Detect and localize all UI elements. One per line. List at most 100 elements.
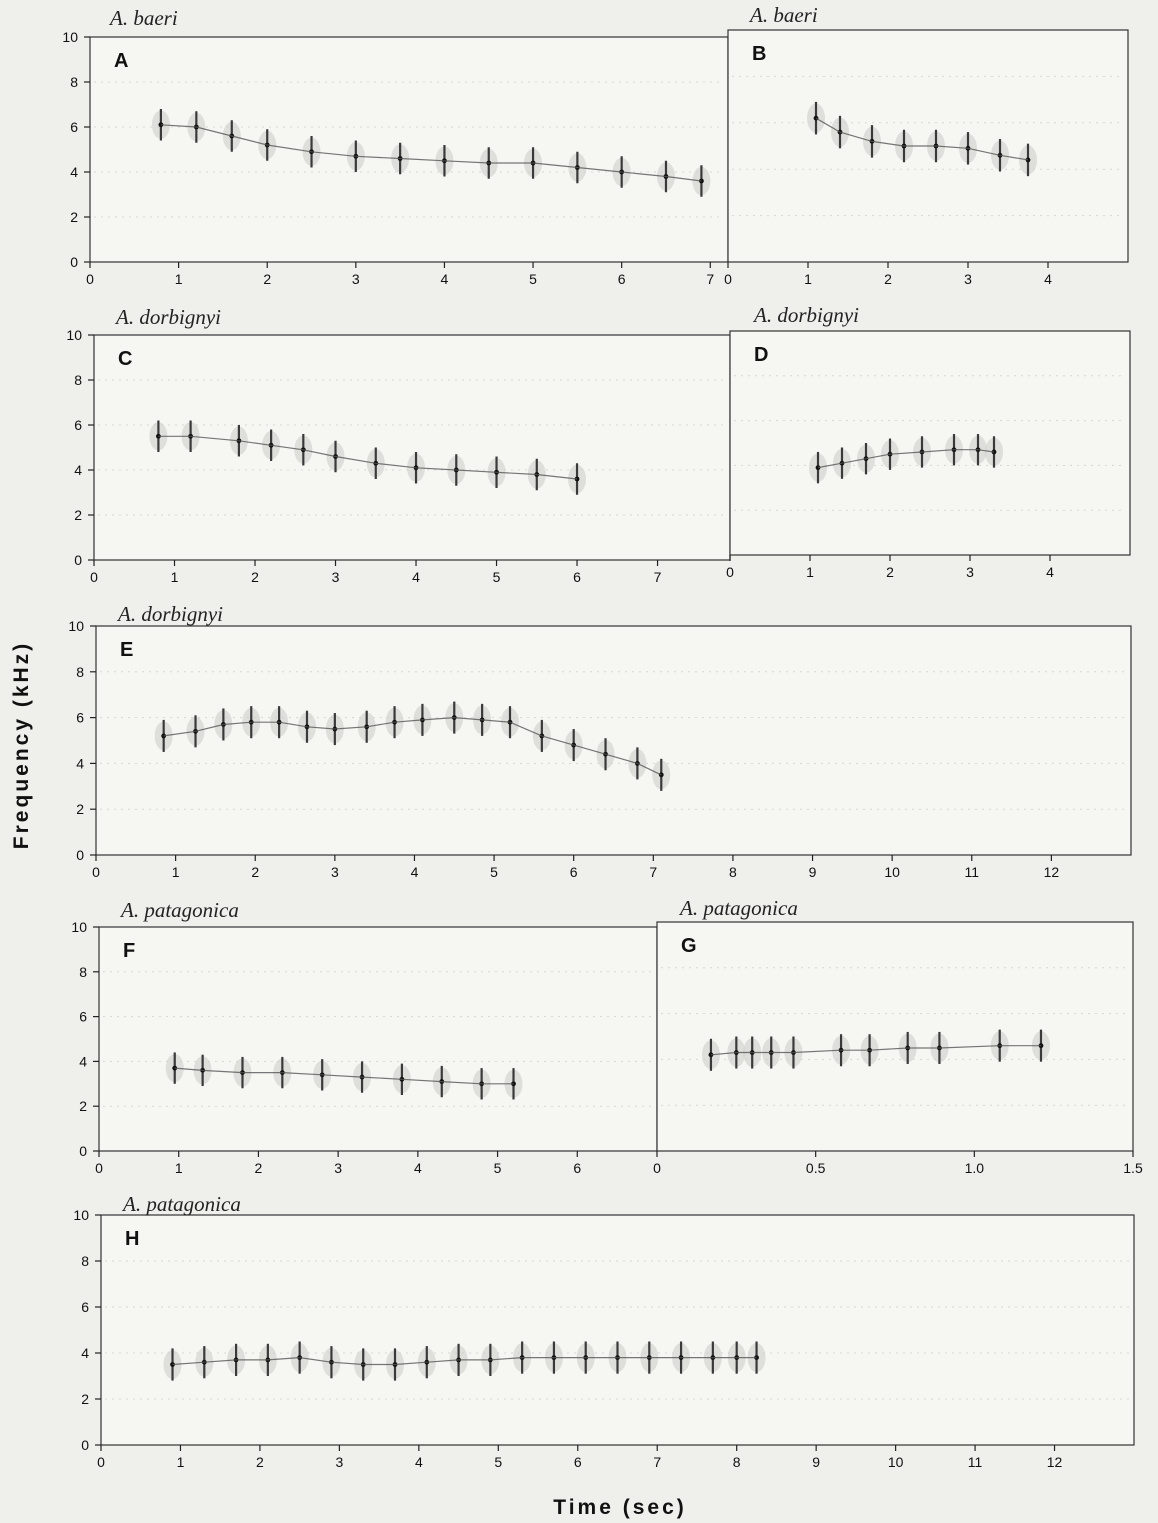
panel-title: A. dorbignyi [116,602,223,626]
x-tick-label: 5 [529,271,537,287]
x-tick-label: 6 [618,271,626,287]
y-tick-label: 10 [71,919,87,935]
x-tick-label: 0 [97,1454,105,1470]
y-tick-label: 2 [81,1391,89,1407]
panel-g: A. patagonica G 0 0.5 1.0 1.5 [653,896,1143,1176]
plot-frame [100,1214,1135,1446]
panel-title: A. patagonica [119,898,239,922]
x-tick-label: 0 [724,271,732,287]
panel-title: A. baeri [108,6,178,30]
x-tick-label: 5 [494,1160,502,1176]
y-tick-label: 8 [70,74,78,90]
panel-letter: E [120,639,133,661]
panel-letter: D [754,344,768,366]
frequency-contour [817,449,995,469]
panel-letter: B [752,43,766,65]
syllable-point [699,178,704,184]
x-tick-label: 8 [729,864,737,880]
x-tick-label: 9 [809,864,817,880]
x-tick-label: 3 [334,1160,342,1176]
y-tick-label: 6 [76,710,84,726]
x-tick-label: 4 [415,1454,423,1470]
x-tick-label: 4 [414,1160,422,1176]
x-tick-label: 3 [335,1454,343,1470]
frequency-contour [815,117,1029,161]
x-tick-label: 3 [331,864,339,880]
x-tick-label: 11 [968,1454,983,1470]
x-tick-label: 9 [812,1454,820,1470]
plot-frame [656,921,1134,1152]
plot-frame [89,36,729,263]
x-tick-label: 4 [411,864,419,880]
y-tick-label: 4 [81,1345,89,1361]
x-tick-label: 1 [171,569,179,585]
x-tick-label: 6 [570,864,578,880]
y-tick-label: 8 [81,1253,89,1269]
y-tick-label: 4 [76,755,84,771]
syllable-point [511,1081,516,1087]
x-tick-label: 5 [493,569,501,585]
x-tick-label: 7 [653,1454,661,1470]
x-tick-label: 3 [352,271,360,287]
panel-letter: G [681,935,697,957]
y-axis-title: Frequency (kHz) [10,641,33,849]
x-tick-label: 4 [1044,271,1052,287]
x-tick-label: 1 [806,564,814,580]
frequency-contour [163,716,662,776]
y-tick-label: 0 [79,1143,87,1159]
plot-frame [95,625,1132,856]
y-tick-label: 6 [81,1299,89,1315]
frequency-contour [174,1067,514,1085]
y-tick-label: 10 [62,29,78,45]
panel-letter: H [125,1228,139,1250]
x-tick-label: 2 [886,564,894,580]
y-tick-label: 6 [70,119,78,135]
y-tick-label: 0 [81,1437,89,1453]
x-tick-label: 0 [90,569,98,585]
panel-f: A. patagonica F 0 1 2 3 4 5 6 0 2 4 6 8 10 [71,898,658,1176]
y-tick-label: 2 [74,507,82,523]
x-tick-label: 12 [1047,1454,1063,1470]
x-tick-label: 2 [251,864,259,880]
x-tick-label: 0 [86,271,94,287]
frequency-contour [158,435,578,480]
y-tick-label: 2 [76,801,84,817]
x-tick-label: 3 [332,569,340,585]
x-tick-label: 4 [412,569,420,585]
plot-frame [93,334,731,561]
y-tick-label: 8 [79,964,87,980]
y-tick-label: 8 [76,664,84,680]
x-tick-label: 7 [706,271,714,287]
panel-letter: F [123,940,135,962]
x-tick-label: 6 [574,1454,582,1470]
panel-c: A. dorbignyi C 0 1 2 3 4 5 6 7 0 2 4 6 8 10 [66,305,731,585]
x-tick-label: 2 [263,271,271,287]
x-tick-label: 1 [172,864,180,880]
panel-title: A. dorbignyi [752,303,859,327]
x-tick-label: 0 [653,1160,661,1176]
syllable-point [574,476,580,482]
x-tick-label: 2 [256,1454,264,1470]
x-tick-label: 2 [251,569,259,585]
x-tick-label: 3 [966,564,974,580]
syllable-point [161,733,167,739]
x-tick-label: 0.5 [806,1160,826,1176]
syllable-point [158,122,164,128]
x-tick-label: 1.0 [965,1160,985,1176]
y-tick-label: 2 [79,1098,87,1114]
panel-letter: C [118,348,132,370]
x-tick-label: 12 [1044,864,1060,880]
frequency-contour [160,124,702,182]
plot-frame [98,926,658,1152]
x-tick-label: 1 [177,1454,185,1470]
panel-title: A. baeri [748,3,818,27]
syllable-point [815,465,821,471]
x-tick-label: 10 [888,1454,904,1470]
x-tick-label: 4 [441,271,449,287]
x-tick-label: 0 [95,1160,103,1176]
panel-letter: A [114,50,128,72]
x-axis-title: Time (sec) [553,1496,687,1519]
